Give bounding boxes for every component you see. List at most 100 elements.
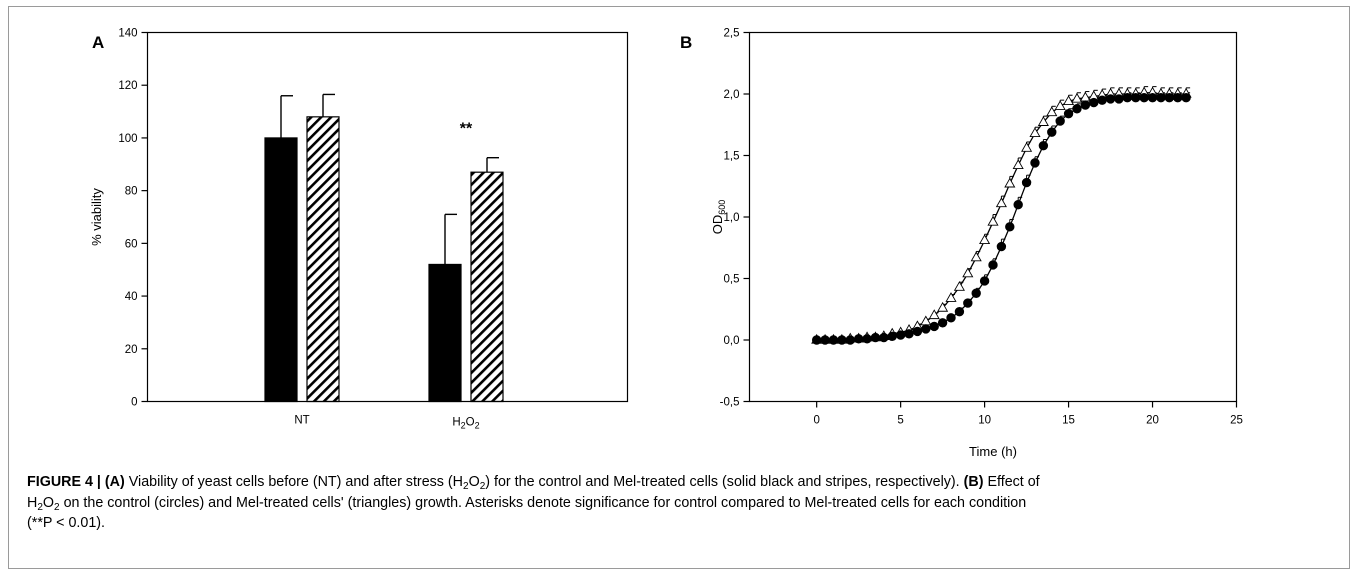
circle-point-5	[853, 334, 864, 344]
chem-sub: 2	[37, 501, 43, 513]
chart-b-ytick-label-4: 1,5	[724, 151, 740, 163]
triangle-point-29	[1054, 100, 1066, 110]
caption-pvalue: (**P < 0.01).	[27, 515, 106, 531]
circle-point-13	[921, 324, 931, 334]
chart-b-ylabel-main: OD	[710, 215, 725, 235]
caption-a-text-2: ) for the control and Mel-treated cells …	[485, 474, 960, 490]
circle-point-39	[1139, 92, 1149, 103]
circle-point-28	[1047, 127, 1057, 137]
triangle-point-25	[1021, 142, 1033, 152]
chart-b-ytick-label-6: 2,5	[724, 28, 740, 40]
bar-s0-c0	[264, 137, 298, 403]
chart-a-ylabel: % viability	[89, 188, 104, 246]
chart-b-ytick-label-5: 2,0	[724, 89, 740, 101]
chart-b-ytick-label-3: 1,0	[724, 212, 740, 224]
triangle-point-21	[987, 215, 999, 226]
chem-o: O	[468, 474, 480, 490]
significance-annotation: **	[460, 121, 473, 138]
triangle-point-18	[962, 267, 974, 278]
circle-point-42	[1164, 92, 1175, 103]
chart-b-xtick-label-2: 10	[978, 415, 991, 427]
triangle-point-16	[945, 292, 957, 302]
chart-b-ytick-label-0: -0,5	[720, 397, 740, 409]
chart-a-ytick-label-7: 140	[118, 28, 137, 40]
bar-s0-c1	[428, 263, 462, 403]
circle-point-15	[937, 318, 948, 328]
triangle-point-22	[995, 197, 1007, 208]
triangle-point-17	[953, 280, 965, 291]
chart-a-xtick-label-0: NT	[294, 415, 309, 427]
caption-figure-label: FIGURE 4 |	[27, 474, 101, 490]
circle-point-14	[929, 321, 939, 332]
circle-point-22	[996, 241, 1007, 252]
chem-sub: 2	[54, 501, 60, 513]
caption-a-label: (A)	[104, 474, 125, 490]
figure-caption: FIGURE 4 | (A) Viability of yeast cells …	[27, 472, 1332, 534]
series-line-0	[816, 97, 1187, 341]
chart-a-ytick-label-5: 100	[118, 133, 137, 145]
circle-point-1	[820, 335, 830, 345]
chart-a-ytick-label-0: 0	[131, 397, 137, 409]
caption-b-text-1: Effect of	[987, 474, 1040, 490]
chem-sub: 2	[463, 481, 469, 492]
triangle-point-31	[1071, 92, 1083, 103]
circle-point-35	[1105, 94, 1116, 104]
circle-point-32	[1080, 100, 1091, 110]
circle-point-17	[954, 307, 965, 317]
circle-point-8	[879, 332, 889, 343]
triangle-point-28	[1046, 106, 1058, 117]
circle-point-25	[1021, 177, 1032, 188]
circle-point-29	[1055, 116, 1065, 126]
circle-point-21	[988, 260, 998, 270]
bar-s1-c0	[306, 116, 340, 403]
chart-a-ytick-label-4: 80	[125, 186, 138, 198]
circle-point-0	[811, 335, 822, 345]
circle-point-41	[1156, 92, 1166, 103]
chart-a-ytick-label-1: 20	[125, 344, 138, 356]
bar-s1-c1	[470, 171, 504, 403]
triangle-point-27	[1037, 116, 1049, 126]
chart-b-ylabel-sub: 600	[717, 200, 727, 215]
chart-a-ytick-label-3: 60	[125, 238, 138, 250]
chart-b-xtick-label-5: 25	[1230, 415, 1243, 427]
circle-point-7	[870, 332, 881, 343]
chart-b-xtick-label-4: 20	[1146, 415, 1159, 427]
circle-point-20	[979, 276, 990, 286]
chart-b-ytick-label-1: 0,0	[724, 335, 740, 347]
chem-h: H	[27, 494, 38, 511]
circle-point-44	[1181, 92, 1191, 103]
chart-a-plot-frame	[146, 31, 629, 403]
chem-o: O	[42, 494, 55, 511]
circle-point-43	[1173, 92, 1183, 103]
triangle-point-26	[1029, 127, 1041, 138]
chart-b-xtick-label-3: 15	[1062, 415, 1075, 427]
chart-b-panel-label: B	[680, 33, 692, 52]
triangle-point-20	[979, 234, 991, 245]
circle-point-2	[828, 335, 839, 345]
circle-point-3	[837, 335, 847, 345]
circle-point-11	[904, 329, 914, 339]
circle-point-4	[845, 335, 855, 345]
triangle-point-30	[1063, 95, 1075, 106]
chart-b-xtick-label-0: 0	[813, 415, 819, 427]
chart-b-ylabel: OD600	[710, 200, 727, 235]
circle-point-33	[1089, 97, 1099, 108]
triangle-point-14	[928, 309, 940, 320]
circle-point-9	[887, 331, 897, 342]
circle-point-26	[1030, 158, 1040, 168]
chart-a-panel-label: A	[92, 33, 104, 52]
circle-point-37	[1122, 92, 1133, 103]
circle-point-31	[1072, 104, 1082, 114]
circle-point-10	[895, 330, 906, 340]
circle-point-38	[1131, 92, 1141, 103]
chart-b: -0,5 0,0 0,5 1,0 1,5 2,0 2,5 0 5 10 15 20 25 B Time…	[680, 28, 1243, 460]
circle-point-19	[971, 288, 981, 298]
circle-point-12	[912, 326, 923, 337]
circle-point-34	[1097, 95, 1107, 105]
caption-b-text-2: on the control (circles) and Mel-treated…	[63, 494, 1027, 511]
circle-point-36	[1114, 94, 1124, 104]
chart-b-ytick-label-2: 0,5	[724, 274, 740, 286]
chart-a-ytick-label-2: 40	[125, 291, 138, 303]
chart-b-xtick-label-1: 5	[897, 415, 903, 427]
chart-b-xlabel: Time (h)	[969, 444, 1017, 459]
